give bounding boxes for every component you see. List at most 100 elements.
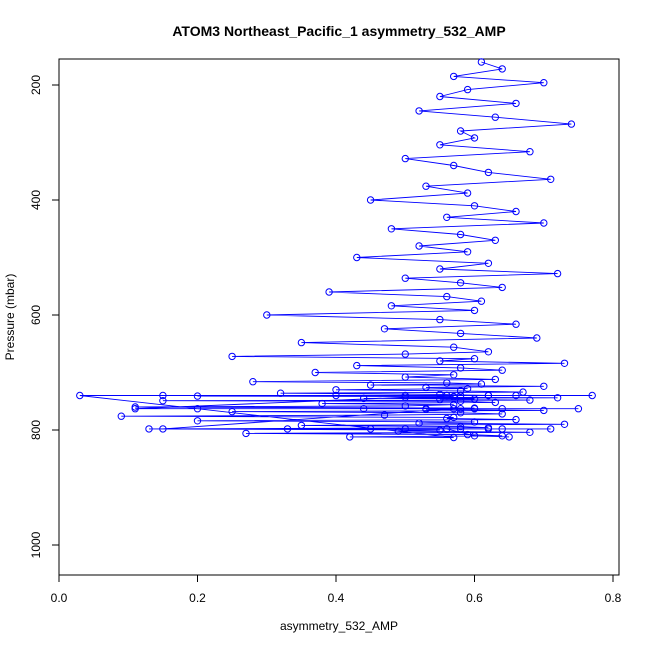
- data-point: [470, 395, 479, 403]
- data-point: [567, 120, 576, 128]
- data-point: [76, 391, 84, 400]
- data-point: [436, 141, 444, 149]
- data-point: [540, 406, 548, 415]
- data-point: [325, 288, 333, 296]
- data-point: [401, 425, 409, 433]
- data-point: [484, 425, 493, 433]
- data-point: [401, 402, 409, 410]
- data-point: [470, 405, 479, 413]
- data-point: [401, 350, 409, 358]
- data-point: [470, 418, 479, 426]
- data-point: [346, 433, 354, 441]
- data-point: [353, 253, 361, 262]
- data-point: [228, 352, 236, 361]
- data-point: [401, 154, 409, 163]
- data-point: [443, 425, 451, 433]
- data-point: [401, 373, 409, 381]
- y-tick-label: 600: [29, 305, 43, 325]
- y-axis-label: Pressure (mbar): [3, 274, 17, 361]
- data-point: [242, 429, 250, 438]
- y-tick-label: 800: [29, 420, 43, 440]
- data-point: [450, 371, 458, 379]
- data-point: [484, 259, 493, 267]
- data-point: [450, 343, 458, 351]
- data-point: [512, 207, 520, 216]
- data-point: [512, 415, 520, 424]
- data-point: [484, 348, 493, 356]
- y-tick-label: 1000: [29, 531, 43, 558]
- data-point: [145, 425, 153, 433]
- data-point: [450, 413, 458, 422]
- data-point: [553, 394, 562, 402]
- data-point: [380, 325, 389, 333]
- data-point: [366, 196, 375, 204]
- data-point: [456, 364, 465, 372]
- data-point: [436, 315, 444, 324]
- data-point: [456, 230, 465, 239]
- data-point: [484, 391, 493, 400]
- data-point: [470, 306, 479, 315]
- data-point: [443, 292, 451, 301]
- data-point: [477, 297, 486, 305]
- data-point: [463, 248, 472, 256]
- data-point: [470, 134, 479, 142]
- data-point: [193, 417, 202, 425]
- data-point: [560, 420, 569, 428]
- data-point: [456, 425, 465, 433]
- data-point: [588, 391, 596, 400]
- y-axis: 200 400 600 800 1000: [29, 75, 60, 558]
- data-point: [477, 380, 486, 388]
- data-point: [436, 357, 444, 365]
- data-point: [360, 405, 368, 413]
- series-line: [79, 61, 593, 438]
- data-point: [360, 394, 368, 403]
- data-point: [443, 391, 451, 400]
- data-point: [484, 168, 493, 177]
- data-point: [401, 274, 409, 282]
- x-tick-label: 0.8: [605, 591, 622, 605]
- data-point: [512, 320, 520, 328]
- data-point: [463, 384, 472, 393]
- data-point: [415, 419, 423, 427]
- x-axis: 0.0 0.2 0.4 0.6 0.8: [51, 574, 622, 605]
- data-point: [249, 378, 257, 386]
- chart-title: ATOM3 Northeast_Pacific_1 asymmetry_532_…: [172, 23, 505, 39]
- y-tick-label: 200: [29, 75, 43, 95]
- data-point: [540, 382, 548, 390]
- x-tick-label: 0.6: [466, 591, 483, 605]
- data-point: [131, 405, 139, 413]
- x-tick-label: 0.2: [189, 591, 206, 605]
- data-point: [387, 225, 396, 233]
- data-point: [560, 359, 569, 367]
- data-point: [443, 213, 451, 222]
- data-point: [436, 92, 444, 101]
- data-point: [491, 236, 499, 245]
- data-point: [470, 432, 479, 440]
- data-point: [547, 425, 555, 433]
- data-point: [491, 398, 499, 407]
- data-point: [498, 283, 506, 292]
- data-point: [387, 302, 396, 310]
- data-point: [159, 391, 167, 400]
- data-point: [456, 127, 465, 135]
- data-point: [498, 425, 506, 433]
- data-point: [463, 189, 472, 197]
- data-point: [456, 391, 465, 400]
- data-point: [505, 433, 513, 441]
- data-point: [332, 391, 340, 400]
- data-point: [297, 421, 306, 430]
- data-point: [498, 65, 506, 73]
- data-point: [519, 388, 527, 396]
- data-point: [450, 392, 458, 401]
- data-point: [526, 396, 534, 404]
- data-point: [491, 375, 499, 384]
- data-point: [526, 148, 534, 156]
- x-axis-label: asymmetry_532_AMP: [280, 619, 398, 633]
- data-point: [450, 161, 458, 170]
- data-point: [401, 391, 409, 400]
- data-point: [498, 405, 506, 413]
- data-point: [456, 422, 465, 431]
- data-point: [283, 425, 292, 433]
